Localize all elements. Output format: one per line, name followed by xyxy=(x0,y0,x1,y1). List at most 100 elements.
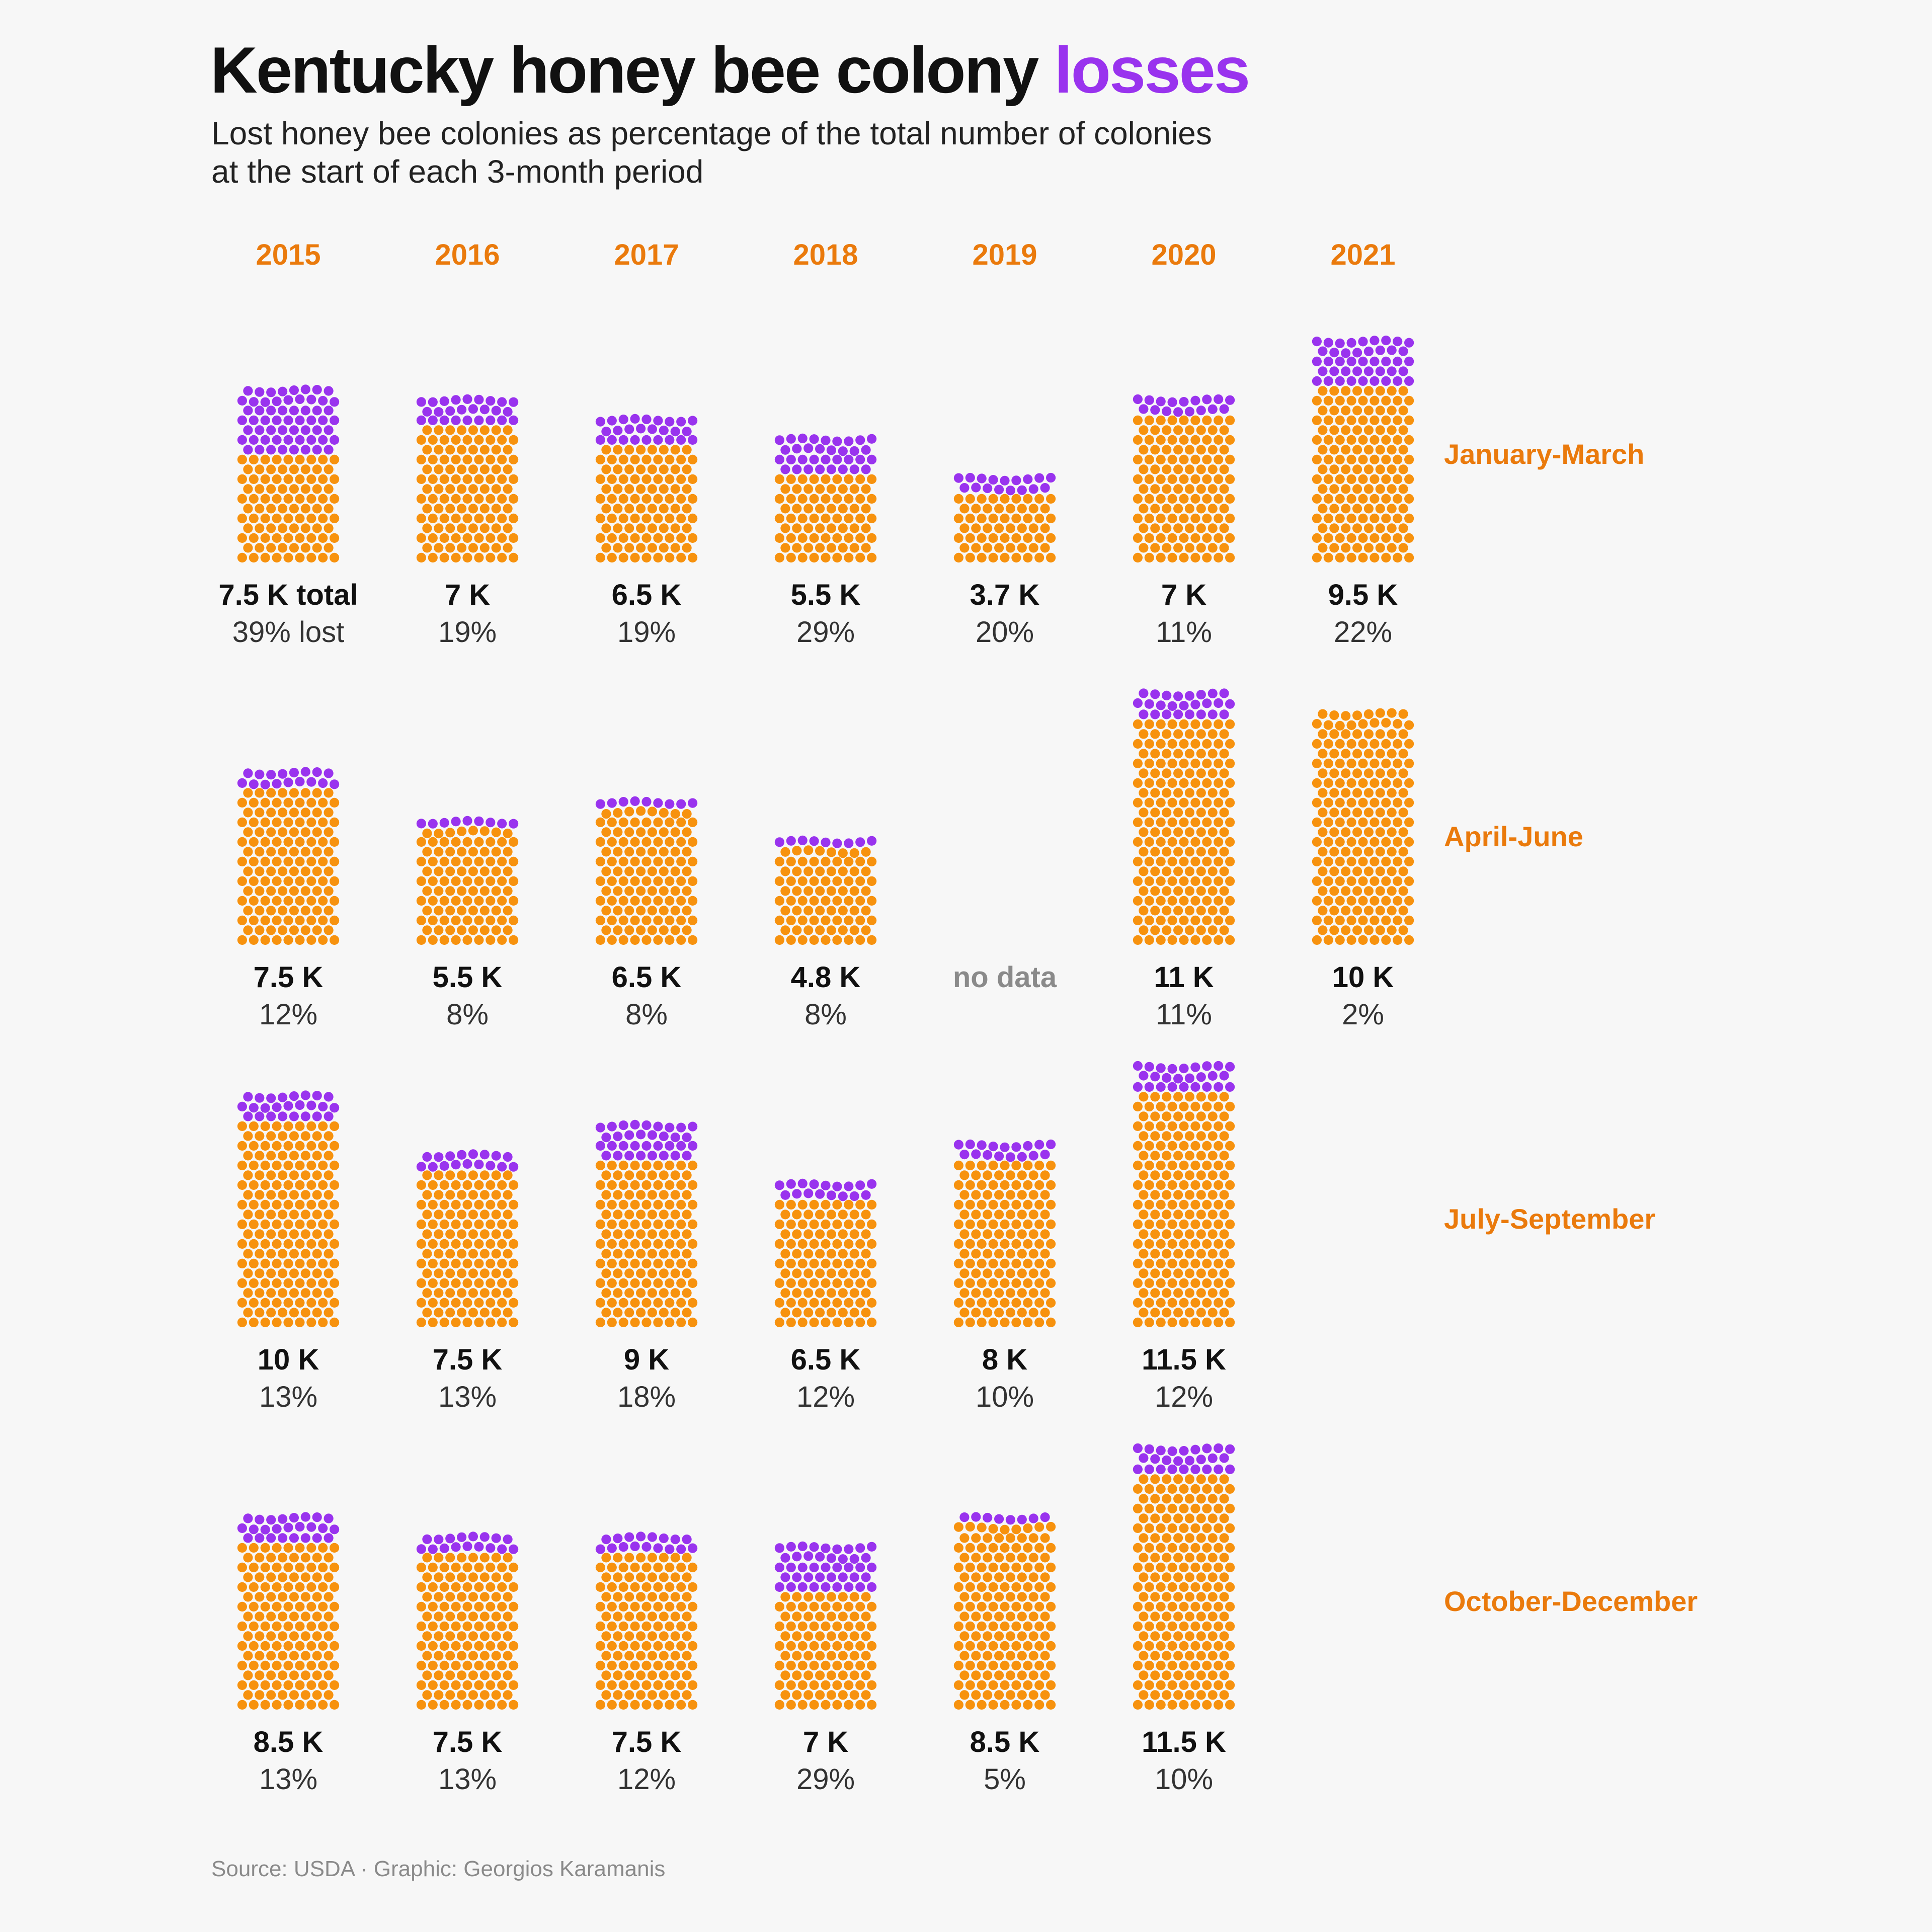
colony-dot xyxy=(503,484,513,494)
colony-dot xyxy=(445,847,455,857)
colony-dot xyxy=(474,1660,484,1670)
colony-dot xyxy=(1017,1670,1027,1680)
colony-dot xyxy=(682,1170,692,1180)
colony-dot xyxy=(1028,1670,1038,1680)
colony-dot xyxy=(1179,1121,1189,1131)
lost-colony-dot xyxy=(659,1131,669,1142)
colony-dot xyxy=(1208,484,1218,494)
colony-dot xyxy=(416,935,427,945)
colony-dot xyxy=(474,1278,484,1288)
colony-dot xyxy=(641,1660,652,1670)
lost-colony-dot xyxy=(1208,688,1218,698)
colony-dot xyxy=(809,915,819,925)
colony-dot xyxy=(1150,543,1160,553)
colony-dot xyxy=(1381,739,1391,749)
lost-colony-dot xyxy=(278,1111,288,1121)
colony-dot xyxy=(1370,778,1380,788)
colony-dot xyxy=(786,856,796,866)
colony-dot xyxy=(821,1700,831,1710)
lost-colony-dot xyxy=(849,1572,859,1582)
colony-dot xyxy=(774,1278,784,1288)
colony-dot xyxy=(255,1651,265,1661)
colony-dot xyxy=(965,1700,975,1710)
colony-dot xyxy=(618,817,628,827)
colony-dot xyxy=(1046,1317,1056,1327)
colony-dot xyxy=(1011,1562,1021,1572)
colony-dot xyxy=(595,533,605,543)
colony-dot xyxy=(676,1180,686,1190)
colony-dot xyxy=(1179,1258,1189,1268)
colony-dot xyxy=(653,552,663,562)
colony-dot xyxy=(1144,935,1154,945)
colony-dot xyxy=(832,494,842,504)
colony-dot xyxy=(624,1170,634,1180)
colony-dot xyxy=(324,925,334,935)
colony-dot xyxy=(1046,1601,1056,1612)
colony-dot xyxy=(844,896,854,906)
colony-dot xyxy=(318,1621,328,1631)
lost-colony-dot xyxy=(272,396,282,407)
colony-dot xyxy=(1323,935,1333,945)
colony-dot xyxy=(780,484,790,494)
colony-dot xyxy=(867,876,877,886)
colony-dot xyxy=(255,886,265,896)
colony-dot xyxy=(474,1700,484,1710)
colony-dot xyxy=(1341,711,1351,721)
colony-dot xyxy=(1341,523,1351,533)
lost-colony-dot xyxy=(682,427,692,437)
colony-dot xyxy=(468,1170,478,1180)
colony-dot xyxy=(318,1160,328,1170)
colony-dot xyxy=(838,1268,848,1278)
colony-dot xyxy=(780,1631,790,1641)
colony-dot xyxy=(330,1582,340,1592)
colony-dot xyxy=(774,856,784,866)
colony-dot xyxy=(1329,886,1339,896)
lost-colony-dot xyxy=(1335,356,1345,367)
colony-dot xyxy=(295,1680,305,1690)
colony-dot xyxy=(1144,1484,1154,1494)
colony-dot xyxy=(792,1592,802,1602)
colony-dot xyxy=(428,1621,438,1631)
colony-dot xyxy=(266,1553,276,1563)
colony-dot xyxy=(479,866,490,876)
colony-dot xyxy=(1387,543,1397,553)
lost-colony-dot xyxy=(278,1514,288,1524)
colony-dot xyxy=(988,1180,998,1190)
colony-dot xyxy=(260,1298,270,1308)
colony-dot xyxy=(1335,435,1345,445)
lost-colony-dot xyxy=(1133,1443,1143,1454)
colony-dot xyxy=(434,484,444,494)
colony-dot xyxy=(803,484,814,494)
colony-dot xyxy=(474,513,484,523)
colony-dot xyxy=(300,1572,310,1582)
lost-colony-dot xyxy=(595,417,605,427)
colony-dot xyxy=(1150,906,1160,916)
lost-colony-dot xyxy=(832,838,842,848)
colony-dot xyxy=(330,1700,340,1710)
colony-dot xyxy=(1150,1474,1160,1484)
colony-dot xyxy=(838,504,848,514)
colony-dot xyxy=(260,1621,270,1631)
colony-dot xyxy=(595,935,605,945)
colony-dot xyxy=(1150,1612,1160,1622)
colony-dot xyxy=(867,915,877,925)
colony-dot xyxy=(953,1582,963,1592)
colony-dot xyxy=(1017,1572,1027,1582)
colony-dot xyxy=(618,533,628,543)
lost-colony-dot xyxy=(462,1159,472,1169)
loss-percent-label: 8% xyxy=(625,998,668,1031)
colony-dot xyxy=(1214,1680,1224,1690)
colony-dot xyxy=(670,484,680,494)
colony-dot xyxy=(682,1651,692,1661)
colony-dot xyxy=(688,856,698,866)
colony-dot xyxy=(503,1229,513,1239)
colony-dot xyxy=(1404,778,1414,788)
colony-dot xyxy=(272,817,282,827)
colony-dot xyxy=(462,494,472,504)
colony-dot xyxy=(1318,504,1328,514)
colony-dot xyxy=(330,837,340,847)
colony-dot xyxy=(601,1670,611,1680)
colony-dot xyxy=(324,1612,334,1622)
colony-dot xyxy=(994,1229,1004,1239)
colony-dot xyxy=(243,886,253,896)
